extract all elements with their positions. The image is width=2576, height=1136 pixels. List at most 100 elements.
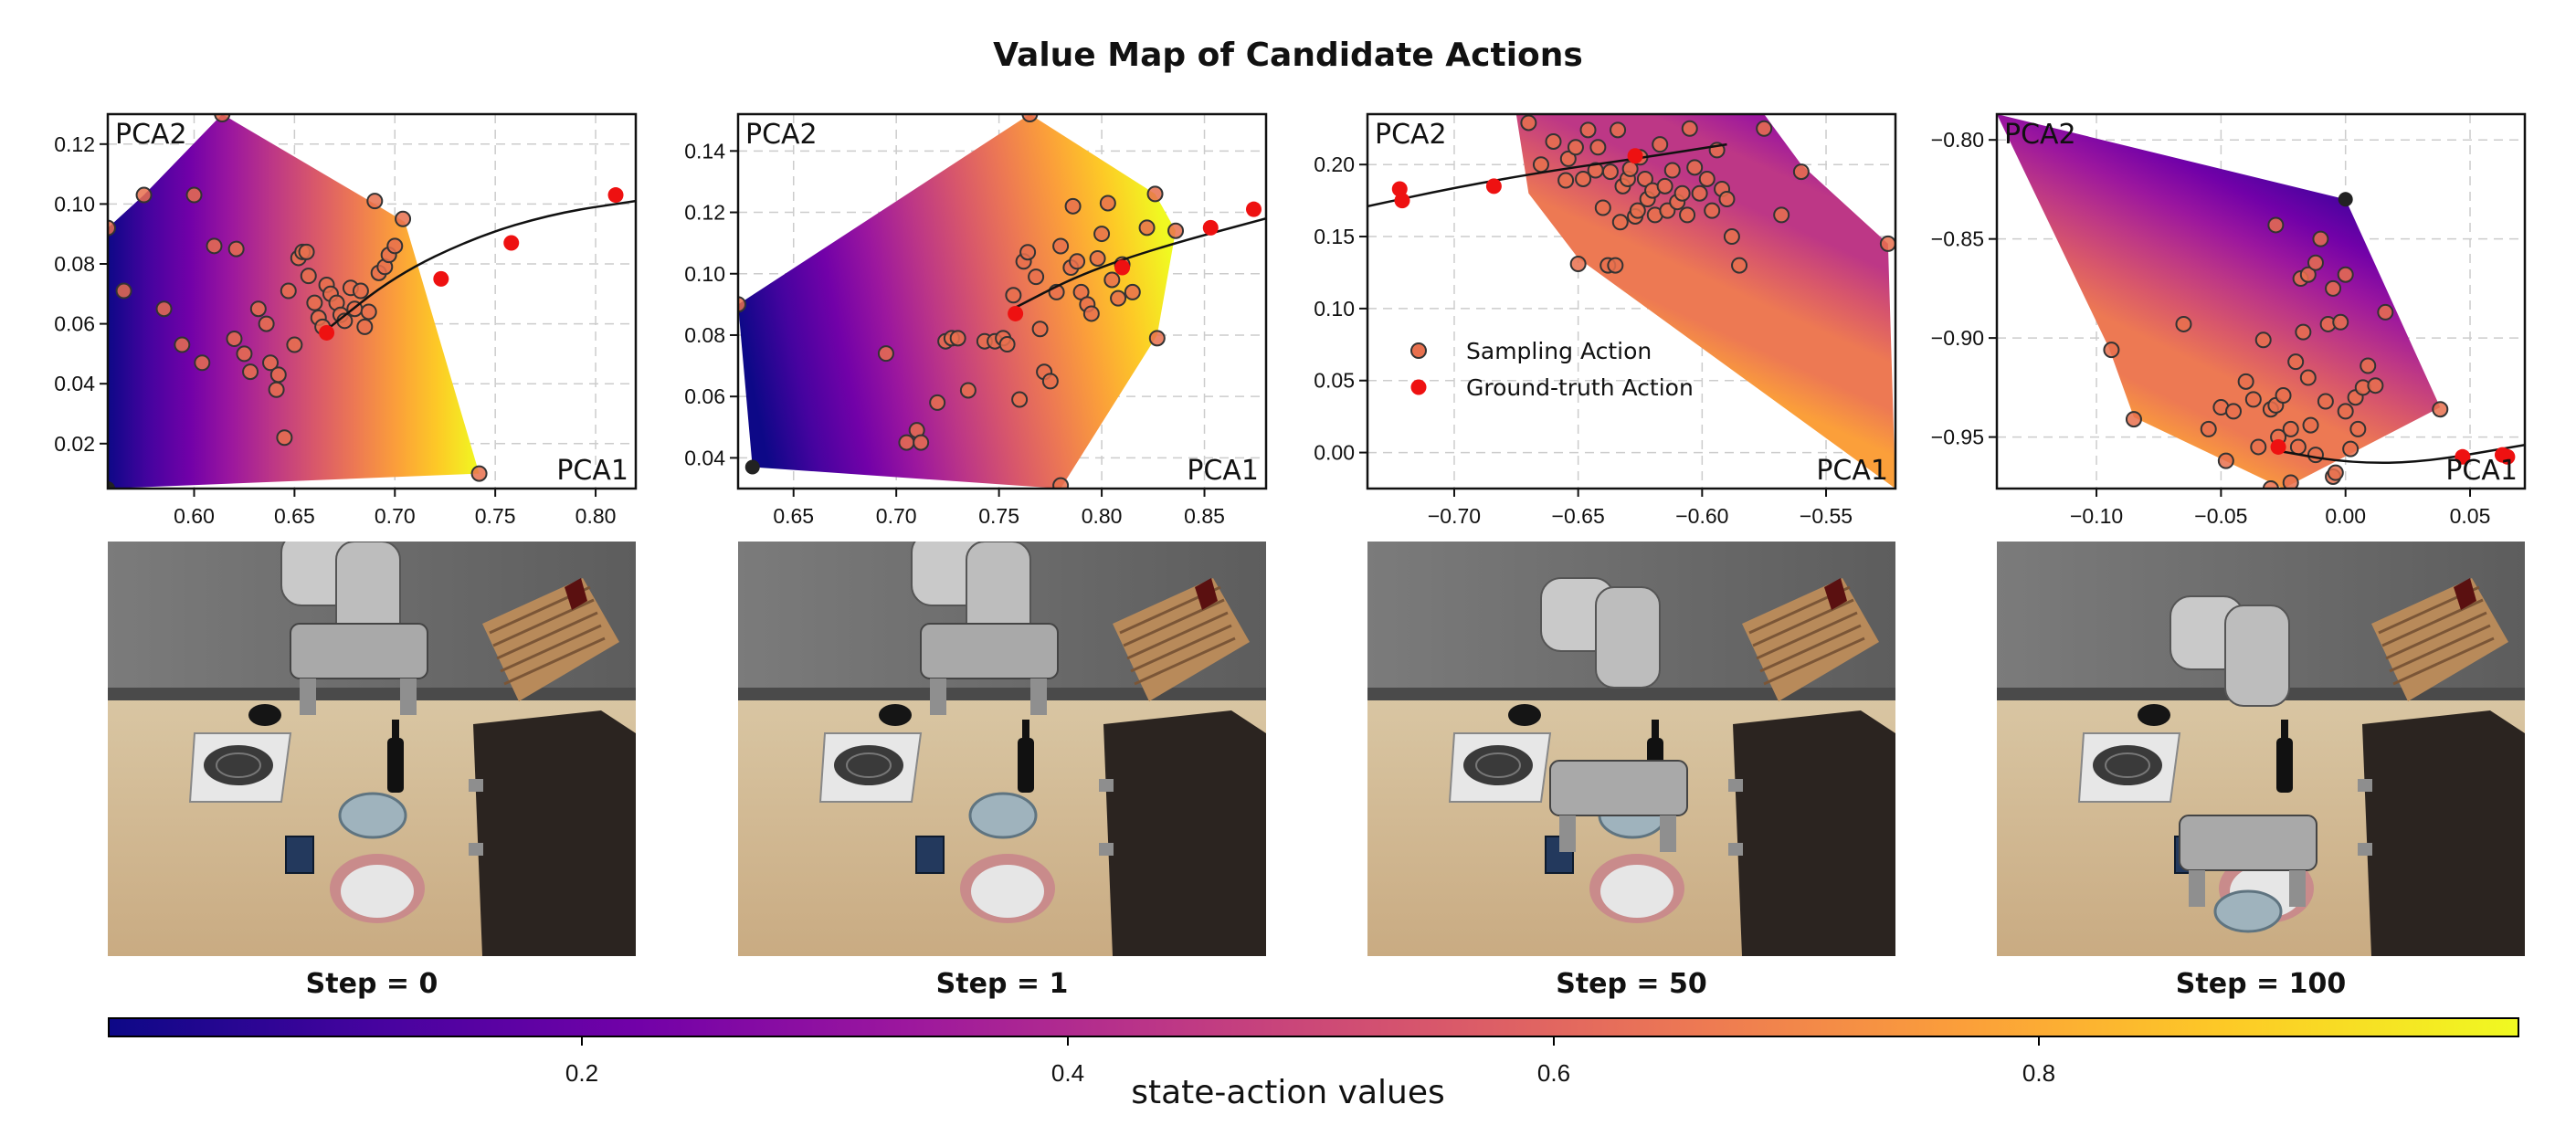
sampling-action-point xyxy=(174,336,191,353)
sampling-action-point xyxy=(2312,230,2329,247)
sampling-action-point xyxy=(1052,477,1070,489)
sampling-action-point xyxy=(2282,474,2299,489)
sampling-action-point xyxy=(2342,440,2360,458)
x-tick-label: 0.70 xyxy=(375,504,416,528)
ground-truth-point xyxy=(319,324,335,341)
sampling-action-point xyxy=(286,336,303,353)
sampling-action-point xyxy=(1756,120,1773,137)
sampling-action-point xyxy=(898,434,915,451)
sampling-action-point xyxy=(2125,411,2142,428)
sampling-action-point xyxy=(1005,287,1022,304)
x-tick-label: −0.05 xyxy=(2194,504,2247,528)
sampling-action-point xyxy=(395,210,412,227)
legend: Sampling Action Ground-truth Action xyxy=(1410,338,1694,401)
sampling-action-point xyxy=(1792,163,1810,181)
sampling-action-point xyxy=(1594,199,1611,216)
sampling-action-point xyxy=(108,219,116,237)
sampling-action-point xyxy=(1686,159,1704,176)
colorbar-tick xyxy=(581,1037,583,1046)
sampling-action-point xyxy=(1731,257,1748,274)
robot-scene-picture xyxy=(1367,542,1895,956)
y-tick-label: 0.08 xyxy=(54,252,95,276)
trajectory-line xyxy=(1367,142,1727,208)
x-tick-label: −0.10 xyxy=(2070,504,2123,528)
y-tick-label: 0.06 xyxy=(54,312,95,336)
value-surface xyxy=(108,114,480,489)
sampling-action-point xyxy=(276,429,293,447)
sampling-action-point xyxy=(1569,256,1587,272)
y-tick-label: 0.04 xyxy=(54,372,95,395)
sampling-action-point xyxy=(1698,170,1716,187)
sampling-action-point xyxy=(1652,136,1669,153)
sampling-action-point xyxy=(300,268,317,285)
sampling-action-point xyxy=(1069,253,1086,270)
sampling-action-point xyxy=(1575,170,1592,187)
sampling-action-point xyxy=(1138,219,1156,237)
sampling-action-point xyxy=(262,354,280,372)
boundary-point xyxy=(2338,192,2353,207)
legend-sampling-marker xyxy=(1410,342,1427,359)
sampling-action-point xyxy=(214,114,231,122)
ground-truth-point xyxy=(1485,178,1502,195)
x-tick-label: 0.00 xyxy=(2325,504,2366,528)
sampling-action-point xyxy=(877,345,894,363)
colorbar-tick-label: 0.2 xyxy=(565,1059,599,1087)
ground-truth-point xyxy=(2499,448,2516,465)
sampling-action-point xyxy=(360,303,377,321)
colorbar-tick-label: 0.8 xyxy=(2022,1059,2056,1087)
sampling-action-point xyxy=(1052,237,1070,255)
sampling-action-point xyxy=(2432,401,2449,418)
robot-scene-picture xyxy=(108,542,636,956)
sampling-action-point xyxy=(2302,416,2319,434)
step-label: Step = 1 xyxy=(935,968,1069,1000)
x-tick-label: 0.80 xyxy=(575,504,617,528)
legend-ground-truth-label: Ground-truth Action xyxy=(1466,374,1694,401)
sampling-action-point xyxy=(2200,420,2217,437)
sampling-action-point xyxy=(1610,121,1627,139)
sampling-action-point xyxy=(1041,373,1059,390)
sampling-action-point xyxy=(298,243,315,260)
colorbar-tick xyxy=(1067,1037,1069,1046)
sampling-action-point xyxy=(1532,156,1549,174)
x-tick-label: 0.75 xyxy=(978,504,1019,528)
value-surface xyxy=(1997,114,2441,489)
sampling-action-point xyxy=(2299,266,2317,283)
value-map-plot-step-50: −0.70 −0.65 −0.60 −0.55 0.00 0.05 0.10 0.15 0.20… xyxy=(1314,112,1897,528)
x-axis-label: PCA1 xyxy=(1187,455,1259,487)
sampling-action-point xyxy=(2337,403,2354,420)
sampling-action-point xyxy=(1099,195,1116,212)
y-tick-label: 0.06 xyxy=(684,384,725,408)
ground-truth-point xyxy=(607,187,624,204)
sampling-action-point xyxy=(1629,202,1646,219)
ground-truth-point xyxy=(2455,448,2471,465)
sampling-action-point xyxy=(1148,330,1166,347)
sampling-action-point xyxy=(2317,393,2334,410)
y-axis-label: PCA2 xyxy=(2004,119,2076,151)
sampling-action-point xyxy=(2377,303,2394,321)
step-label: Step = 0 xyxy=(305,968,438,1000)
ground-truth-point xyxy=(1114,259,1131,276)
boundary-point xyxy=(744,459,760,475)
value-map-plot-step-1: 0.65 0.70 0.75 0.80 0.85 0.04 0.06 0.08 0.10 0.12… xyxy=(684,112,1268,528)
sampling-action-point xyxy=(1673,184,1691,202)
sampling-action-point xyxy=(1520,114,1537,131)
sampling-action-point xyxy=(155,300,173,318)
ground-truth-point xyxy=(1394,193,1410,209)
sampling-action-point xyxy=(206,237,223,255)
sampling-action-point xyxy=(2225,403,2243,420)
sampling-action-point xyxy=(1559,150,1577,167)
sampling-action-point xyxy=(2254,331,2272,349)
ground-truth-point xyxy=(1202,219,1219,236)
sampling-action-point xyxy=(2289,438,2307,456)
y-tick-label: 0.05 xyxy=(1314,369,1355,393)
sampling-action-point xyxy=(366,193,384,210)
sampling-action-point xyxy=(1679,206,1696,224)
sampling-action-point xyxy=(2262,480,2279,489)
boundary-point xyxy=(108,481,115,489)
sampling-action-point xyxy=(1093,226,1111,243)
y-tick-label: −0.80 xyxy=(1931,128,1984,152)
sampling-action-point xyxy=(913,434,930,451)
sampling-action-point xyxy=(1656,177,1673,195)
ground-truth-point xyxy=(1391,181,1408,197)
value-surface xyxy=(738,114,1177,489)
